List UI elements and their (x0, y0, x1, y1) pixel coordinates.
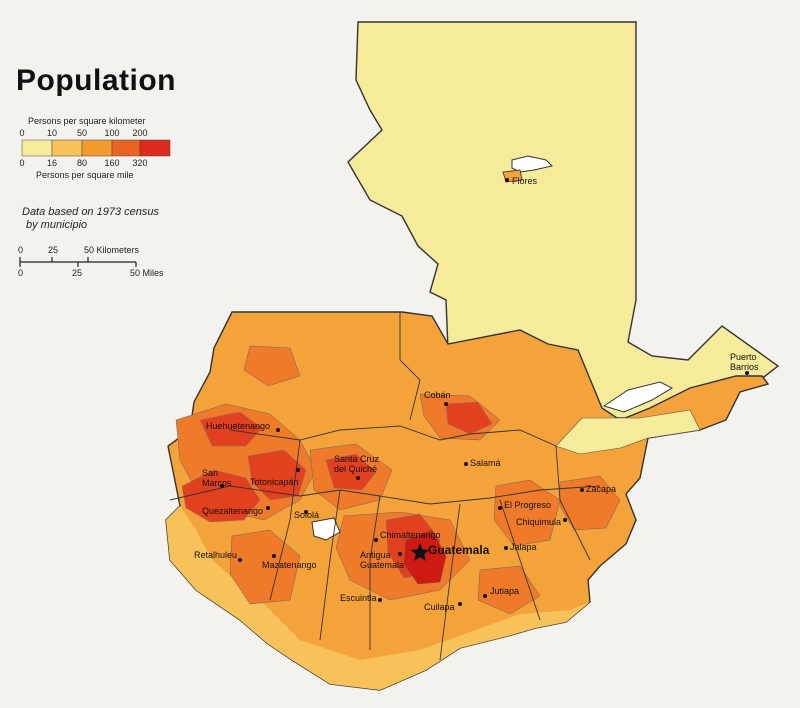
legend-top-caption: Persons per square kilometer (28, 116, 146, 126)
city-label-quezaltenango: Quezaltenango (202, 506, 264, 516)
legend-swatch-2 (81, 139, 113, 157)
legend-mile-tick: 160 (104, 158, 120, 168)
legend-swatch-3 (111, 139, 141, 157)
city-label-puerto-barrios: Puerto Barrios (730, 352, 759, 372)
scale-km-tick: 0 (18, 245, 24, 255)
south-region (165, 311, 770, 691)
city-label-jutiapa: Jutiapa (490, 586, 520, 596)
izabal-low-region (555, 409, 701, 455)
legend-swatch-4 (139, 139, 171, 157)
city-label-guatemala: Guatemala (428, 543, 490, 557)
capital-density-area (403, 529, 447, 585)
city-label-mazatenango: Mazatenango (262, 560, 317, 570)
city-label-zacapa: Zacapa (586, 484, 617, 494)
legend-bottom-caption: Persons per square mile (36, 170, 134, 180)
city-label-salama: Salamá (470, 458, 501, 468)
lake-peten-itza (511, 155, 553, 173)
city-label-chimaltenango: Chimaltenango (380, 530, 441, 540)
capital-star-icon (410, 543, 430, 561)
scale-mile-tick: 0 (18, 268, 24, 278)
legend-km-tick: 0 (19, 128, 25, 138)
legend-color-scale (21, 139, 171, 157)
scale-mile-tick: 25 (72, 268, 83, 278)
legend-mile-tick: 16 (46, 158, 57, 168)
data-source-note: Data based on 1973 census by municipio (22, 206, 159, 232)
legend-km-tick: 10 (46, 128, 57, 138)
lake-izabal (602, 381, 674, 413)
legend-mile-tick: 320 (132, 158, 148, 168)
coastal-band (166, 506, 590, 690)
city-label-flores: Flores (512, 176, 538, 186)
city-label-santa-cruz: Santa Cruz del Quiché (334, 454, 380, 474)
legend-km-tick: 50 (76, 128, 87, 138)
legend-swatch-1 (51, 139, 83, 157)
city-label-totonicapan: Totonicapán (250, 477, 299, 487)
map-title: Population (16, 64, 176, 97)
city-label-el-progreso: El Progreso (504, 500, 552, 510)
city-label-coban: Cobán (424, 390, 451, 400)
city-label-cuilapa: Cuilapa (424, 602, 455, 612)
city-markers (220, 178, 749, 606)
legend-km-tick: 100 (104, 128, 120, 138)
legend-mile-tick: 0 (19, 158, 25, 168)
city-label-solola: Sololá (294, 510, 320, 520)
legend-mile-tick: 80 (76, 158, 87, 168)
scale-mile-tick: 50 Miles (130, 268, 164, 278)
scale-bar (19, 257, 137, 267)
legend-swatch-0 (21, 139, 53, 157)
city-label-retalhuleu: Retalhuleu (194, 550, 238, 560)
city-label-jalapa: Jalapa (510, 542, 537, 552)
city-label-san-marcos: San Marcos (202, 468, 232, 488)
city-label-escuintla: Escuintla (340, 593, 377, 603)
department-borders (169, 312, 601, 661)
city-label-chiquimula: Chiquimula (516, 517, 562, 527)
scale-km-tick: 25 (48, 245, 59, 255)
legend-km-tick: 200 (132, 128, 148, 138)
city-label-huehuetenango: Huehuetenango (206, 421, 271, 431)
scale-km-tick: 50 Kilometers (84, 245, 140, 255)
city-label-antigua: Antigua Guatemala (360, 550, 405, 570)
note-line-1: Data based on 1973 census (22, 206, 159, 218)
note-line-2: by municipio (26, 219, 88, 231)
